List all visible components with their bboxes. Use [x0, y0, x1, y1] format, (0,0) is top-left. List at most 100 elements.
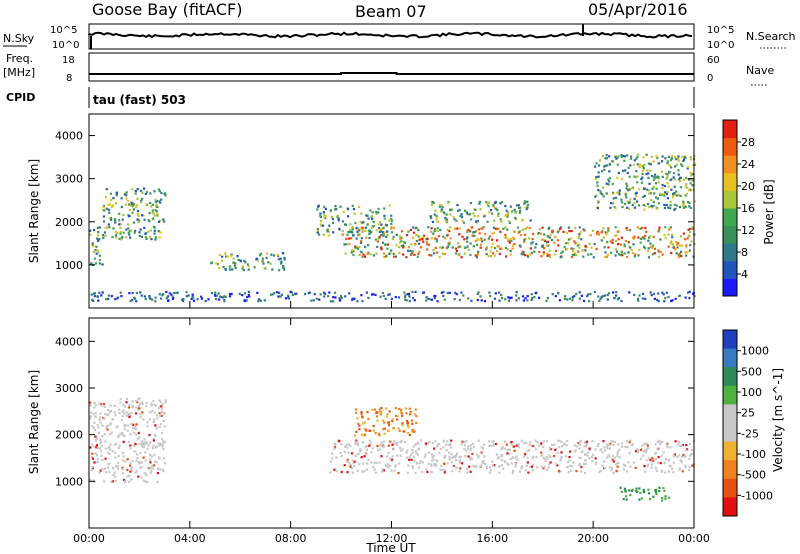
scatter-cell	[125, 236, 128, 239]
scatter-cell	[657, 181, 660, 184]
scatter-cell	[374, 293, 377, 296]
scatter-cell	[670, 240, 673, 243]
scatter-cell	[338, 299, 341, 302]
scatter-cell	[693, 200, 696, 203]
y-tick-label: 3000	[55, 173, 83, 186]
scatter-cell	[463, 441, 466, 444]
scatter-cell	[394, 465, 397, 468]
scatter-cell	[98, 431, 101, 434]
scatter-cell	[387, 424, 391, 427]
scatter-cell	[557, 244, 560, 247]
scatter-cell	[102, 402, 106, 406]
cpid-label: CPID	[6, 91, 35, 104]
scatter-cell	[425, 242, 428, 245]
scatter-cell	[679, 186, 683, 189]
scatter-cell	[90, 456, 94, 459]
scatter-cell	[526, 450, 529, 453]
scatter-cell	[157, 442, 160, 445]
scatter-cell	[434, 209, 437, 212]
scatter-cell	[101, 458, 104, 461]
scatter-cell	[142, 479, 145, 482]
scatter-cell	[115, 442, 118, 445]
scatter-cell	[586, 293, 590, 296]
scatter-cell	[90, 293, 93, 296]
scatter-cell	[141, 445, 144, 448]
scatter-cell	[360, 237, 363, 240]
scatter-cell	[127, 413, 130, 416]
scatter-cell	[629, 465, 632, 468]
scatter-cell	[487, 254, 490, 258]
scatter-cell	[411, 250, 414, 253]
scatter-cell	[476, 298, 479, 302]
scatter-cell	[653, 247, 657, 251]
scatter-cell	[642, 167, 645, 170]
scatter-cell	[671, 155, 674, 158]
scatter-cell	[367, 229, 371, 232]
scatter-cell	[356, 441, 359, 444]
scatter-cell	[530, 465, 534, 468]
scatter-cell	[230, 292, 233, 296]
scatter-cell	[550, 239, 553, 242]
scatter-cell	[626, 446, 629, 449]
scatter-cell	[527, 471, 530, 474]
scatter-cell	[626, 171, 629, 175]
x-tick-label: 00:00	[73, 532, 105, 545]
scatter-cell	[244, 261, 247, 264]
velocity-ylabel: Slant Range [km]	[27, 370, 41, 474]
scatter-cell	[602, 195, 605, 198]
scatter-cell	[371, 214, 374, 218]
scatter-cell	[121, 218, 124, 221]
scatter-cell	[128, 474, 131, 477]
scatter-cell	[154, 300, 157, 303]
scatter-cell	[134, 425, 137, 428]
scatter-cell	[597, 175, 600, 178]
scatter-cell	[627, 166, 630, 170]
scatter-cell	[207, 298, 210, 301]
scatter-cell	[688, 469, 691, 472]
scatter-cell	[489, 255, 493, 258]
scatter-cell	[444, 237, 447, 240]
scatter-cell	[631, 186, 634, 190]
scatter-cell	[628, 175, 631, 178]
scatter-cell	[617, 443, 620, 446]
scatter-cell	[614, 226, 617, 229]
scatter-cell	[637, 236, 640, 239]
scatter-cell	[566, 298, 569, 301]
scatter-cell	[430, 230, 433, 233]
scatter-cell	[377, 207, 380, 210]
scatter-cell	[643, 187, 646, 190]
scatter-cell	[510, 440, 513, 444]
scatter-cell	[567, 226, 570, 229]
scatter-cell	[610, 440, 613, 443]
scatter-cell	[108, 203, 111, 206]
scatter-cell	[216, 263, 220, 266]
scatter-cell	[416, 453, 419, 456]
scatter-cell	[375, 212, 378, 215]
scatter-cell	[660, 170, 663, 173]
scatter-cell	[408, 455, 411, 458]
scatter-cell	[639, 448, 642, 452]
scatter-cell	[460, 256, 463, 259]
scatter-cell	[114, 414, 117, 417]
scatter-cell	[371, 226, 374, 229]
scatter-cell	[367, 296, 370, 299]
scatter-cell	[462, 221, 466, 224]
scatter-cell	[624, 193, 627, 196]
scatter-cell	[330, 216, 334, 219]
scatter-cell	[90, 411, 93, 414]
scatter-cell	[148, 418, 151, 421]
scatter-cell	[360, 212, 363, 215]
scatter-cell	[192, 299, 196, 302]
scatter-cell	[348, 230, 351, 234]
scatter-cell	[396, 454, 399, 457]
scatter-cell	[148, 458, 152, 461]
scatter-cell	[585, 445, 588, 448]
scatter-cell	[597, 233, 600, 236]
scatter-cell	[149, 461, 152, 464]
scatter-cell	[136, 218, 139, 221]
scatter-cell	[658, 489, 661, 493]
scatter-cell	[385, 465, 389, 468]
scatter-cell	[538, 444, 541, 448]
scatter-cell	[686, 237, 689, 240]
scatter-cell	[593, 243, 596, 246]
